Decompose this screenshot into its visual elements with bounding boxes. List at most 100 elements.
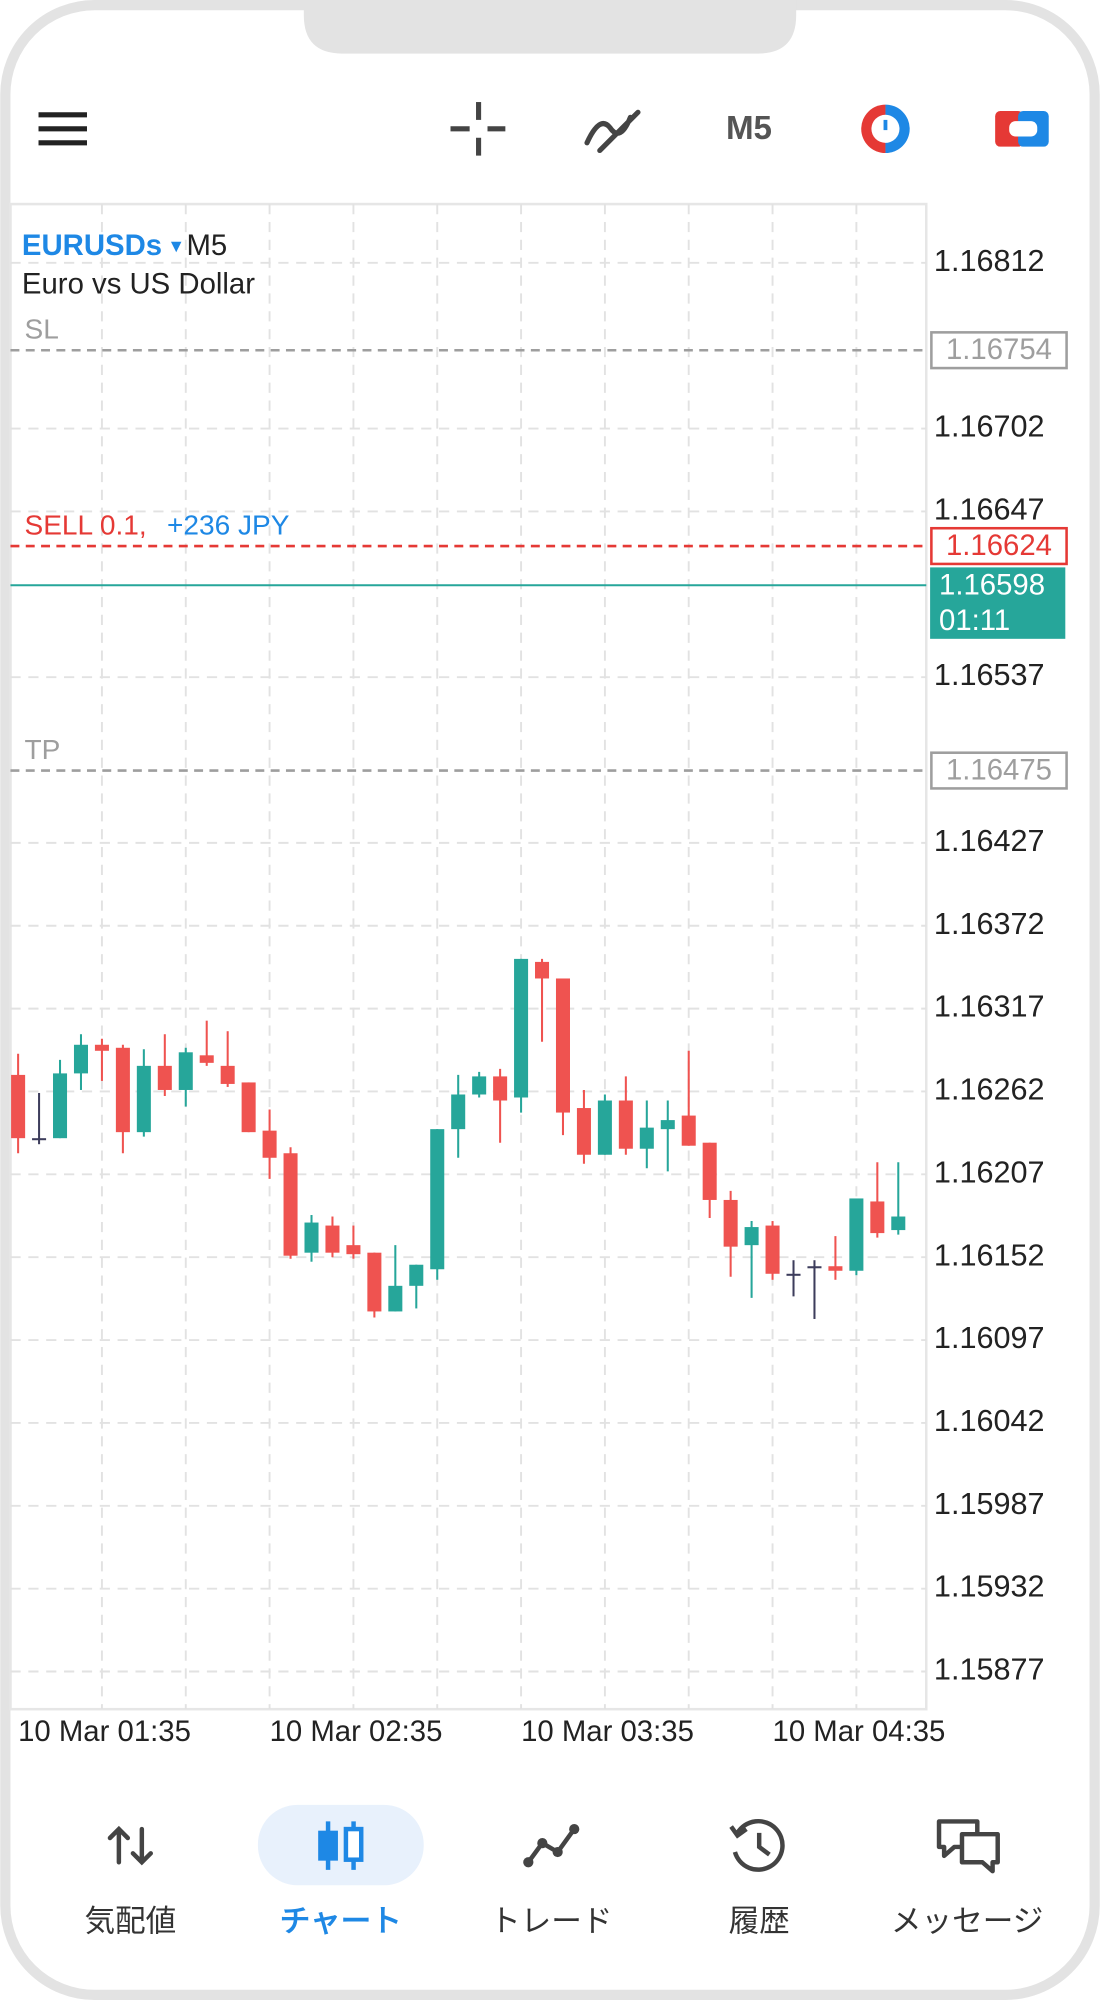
candle-body — [702, 1142, 717, 1200]
bid-box — [930, 567, 1066, 639]
candle-body — [136, 1065, 151, 1133]
icon-dot — [552, 1846, 563, 1858]
icon-pill — [1009, 121, 1038, 137]
candle-body — [828, 1266, 843, 1271]
candle-body — [94, 1044, 109, 1051]
symbol-description: Euro vs US Dollar — [22, 267, 255, 300]
candle-body — [283, 1153, 298, 1256]
candle-body — [388, 1285, 403, 1312]
candle-body — [514, 958, 529, 1098]
bid-price: 1.16598 — [939, 568, 1045, 601]
icon-dot — [569, 1823, 580, 1835]
y-tick-label: 1.16702 — [934, 410, 1045, 444]
level-label: TP — [24, 734, 60, 765]
candle-body — [199, 1055, 214, 1063]
y-tick-label: 1.16317 — [934, 990, 1045, 1024]
icon-stroke — [732, 1818, 785, 1872]
icon-stroke — [130, 1826, 153, 1866]
messages-icon — [936, 1819, 1000, 1874]
indicator-button[interactable] — [584, 109, 641, 154]
candle-body — [157, 1065, 172, 1090]
candle-body — [744, 1227, 759, 1246]
menu-button[interactable] — [38, 112, 87, 146]
trade-icon — [523, 1823, 580, 1868]
icon-dot — [523, 1857, 534, 1868]
level-price-box — [930, 526, 1068, 566]
y-tick-label: 1.16097 — [934, 1321, 1045, 1355]
candle-body — [304, 1222, 319, 1253]
icon-stroke — [107, 1825, 131, 1865]
chart-area — [9, 202, 928, 1711]
plot — [11, 958, 906, 1319]
y-tick-label: 1.16262 — [934, 1073, 1045, 1107]
candle-body — [681, 1115, 696, 1146]
candle-body — [535, 961, 550, 979]
icon-stroke — [959, 1831, 1000, 1874]
candle-body — [849, 1198, 864, 1271]
bottom-nav: 気配値 チャート トレード 履歴 メッセージ — [84, 1905, 1043, 1939]
nav-tab-label[interactable]: チャート — [280, 1905, 402, 1939]
candle-body — [115, 1047, 130, 1133]
icon-stroke — [756, 1832, 771, 1857]
history-icon — [729, 1818, 785, 1872]
y-tick-label: 1.16372 — [934, 907, 1045, 941]
bid-time: 01:11 — [939, 604, 1010, 637]
candle-body — [241, 1082, 256, 1133]
candle-body — [786, 1273, 801, 1276]
clock-button[interactable] — [861, 104, 910, 154]
candle-body — [765, 1225, 780, 1274]
symbol-name[interactable]: EURUSDs — [22, 229, 162, 262]
nav-tab-label[interactable]: 履歴 — [729, 1905, 790, 1939]
level-price-box — [930, 751, 1068, 790]
candle-body — [346, 1245, 361, 1255]
crosshair-button[interactable] — [450, 102, 506, 156]
candle-body — [597, 1100, 612, 1155]
level-label: SL — [24, 313, 58, 344]
candle-body — [32, 1138, 47, 1141]
nav-tab-label[interactable]: 気配値 — [84, 1905, 176, 1939]
y-tick-label: 1.15932 — [934, 1570, 1045, 1604]
candle-body — [472, 1076, 487, 1095]
candle-body — [870, 1201, 885, 1234]
candle-body — [493, 1076, 508, 1101]
candle-body — [618, 1100, 633, 1149]
x-tick-label: 10 Mar 02:35 — [270, 1715, 443, 1748]
chart-timeframe: M5 — [186, 229, 227, 262]
icon-stroke — [729, 1825, 748, 1839]
candle-body — [576, 1108, 591, 1155]
chart-icon — [318, 1821, 364, 1870]
level-price: 1.16754 — [946, 333, 1052, 366]
position-profit: +236 JPY — [167, 509, 290, 540]
icon-stroke — [936, 1819, 980, 1859]
y-tick-label: 1.16537 — [934, 658, 1045, 692]
nav-tab-label[interactable]: メッセージ — [891, 1905, 1043, 1939]
icon-body — [343, 1826, 364, 1862]
candle-body — [11, 1074, 26, 1139]
symbol-dropdown[interactable]: ▼ — [167, 236, 185, 256]
active-tab-pill — [257, 1804, 424, 1886]
candle-body — [262, 1130, 277, 1158]
level-price: 1.16624 — [946, 529, 1052, 562]
candle-body — [639, 1127, 654, 1149]
y-tick-label: 1.15877 — [934, 1653, 1045, 1687]
nav-tab-label[interactable]: トレード — [490, 1905, 612, 1939]
candle-body — [409, 1264, 424, 1286]
x-tick-label: 10 Mar 04:35 — [773, 1715, 946, 1748]
level-label: SELL 0.1, — [24, 509, 146, 540]
y-tick-label: 1.16647 — [934, 493, 1045, 527]
y-tick-label: 1.15987 — [934, 1487, 1045, 1521]
candle-body — [451, 1094, 466, 1130]
candle-body — [367, 1252, 382, 1312]
candle-body — [325, 1225, 340, 1253]
candle-body — [891, 1216, 906, 1231]
timeframe-button[interactable]: M5 — [726, 110, 772, 147]
candle-body — [73, 1044, 88, 1074]
candle-body — [555, 978, 570, 1113]
quotes-icon — [107, 1825, 153, 1866]
level-price-box — [930, 331, 1068, 370]
notch — [303, 0, 797, 54]
y-tick-label: 1.16042 — [934, 1404, 1045, 1438]
trade-button[interactable] — [995, 110, 1049, 147]
